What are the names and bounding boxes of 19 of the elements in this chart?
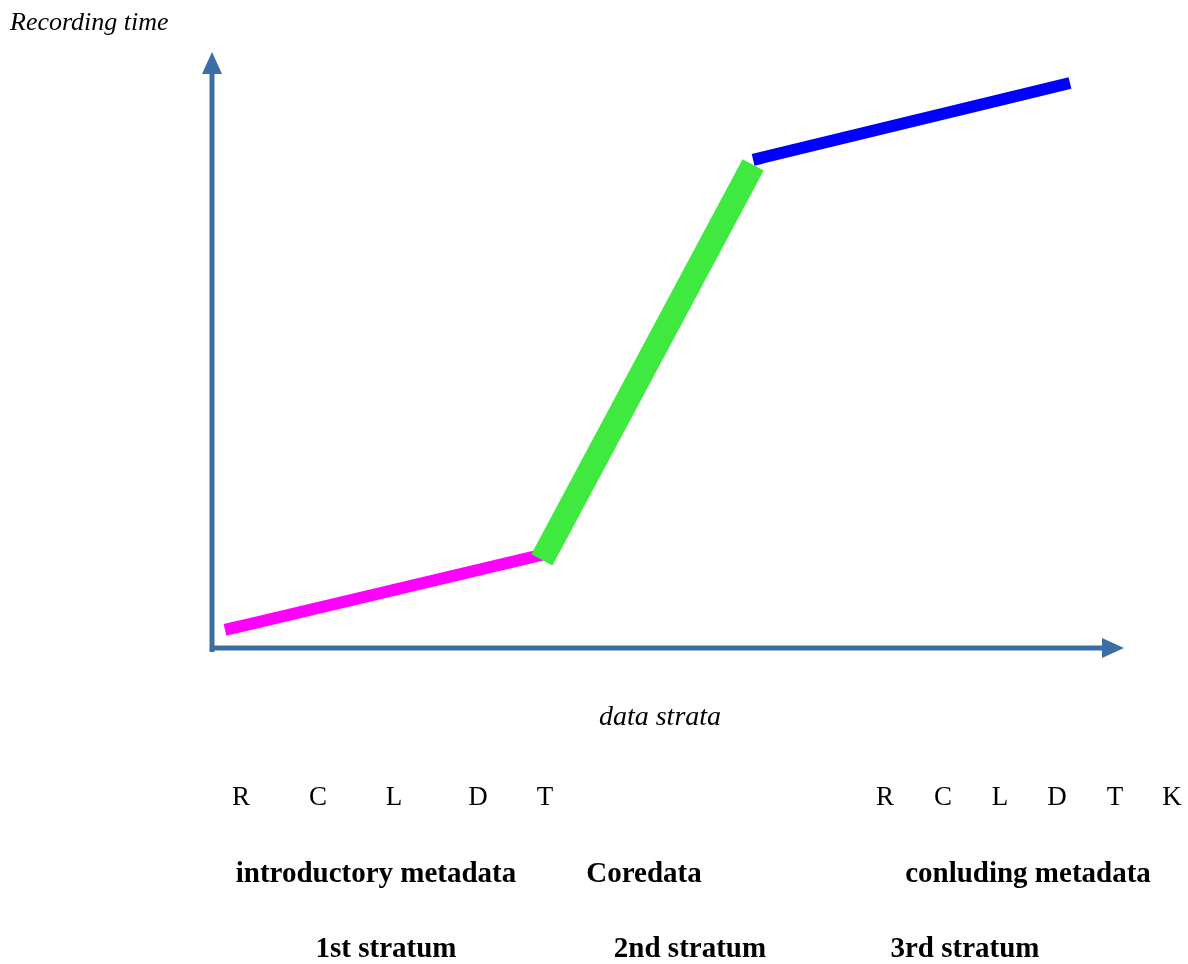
text: L: [385, 781, 403, 811]
text: Coredata: [586, 856, 703, 888]
text: introductory metadata: [235, 856, 517, 888]
text: conluding metadata: [905, 856, 1152, 888]
text: T: [1106, 781, 1124, 811]
text: 3rd stratum: [890, 931, 1040, 963]
text: R: [875, 781, 895, 811]
x-axis-title: data strata: [598, 700, 722, 731]
text: T: [536, 781, 554, 811]
text: R: [231, 781, 251, 811]
text: K: [1162, 781, 1183, 811]
text: L: [991, 781, 1009, 811]
y-axis-title: Recording time: [9, 7, 169, 36]
text: D: [468, 781, 488, 811]
text: 2nd stratum: [613, 931, 767, 963]
text: C: [308, 781, 328, 811]
text: 1st stratum: [315, 931, 457, 963]
text: D: [1047, 781, 1067, 811]
text: C: [933, 781, 953, 811]
